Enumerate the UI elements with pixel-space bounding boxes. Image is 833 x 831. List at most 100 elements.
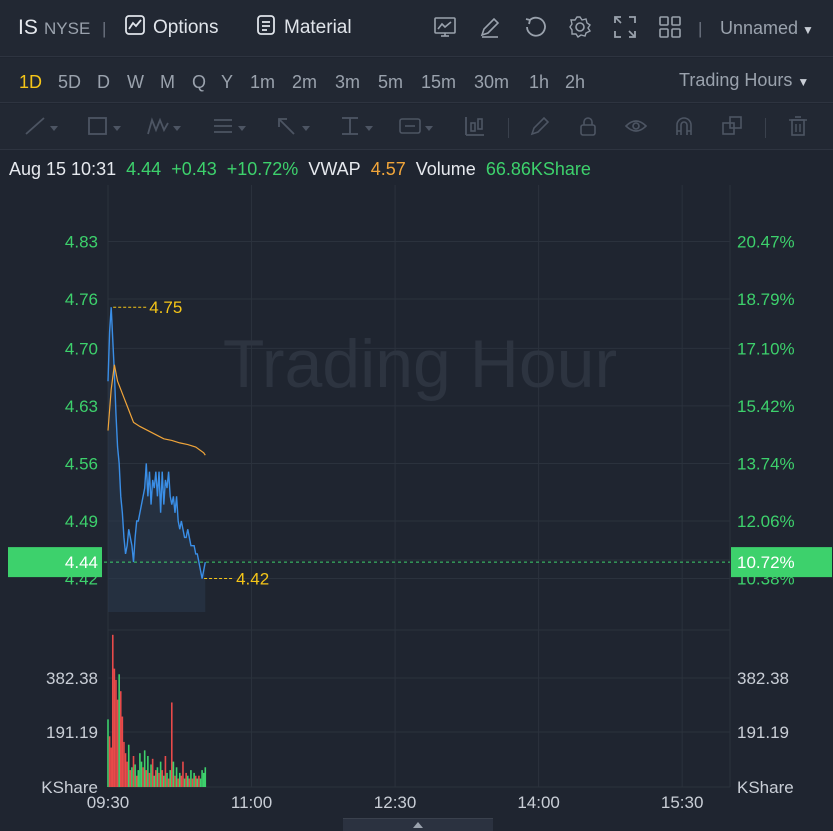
volume-bar — [196, 778, 199, 787]
volume-unit-right: KShare — [737, 778, 794, 797]
high-marker-label: 4.75 — [149, 298, 182, 317]
period-15m[interactable]: 15m — [421, 72, 457, 92]
volume-bar — [108, 736, 111, 787]
pen-icon — [528, 115, 552, 142]
percent-tick-label: 20.47% — [737, 232, 795, 251]
fullscreen-icon[interactable] — [612, 14, 638, 40]
price-label-tool[interactable] — [398, 116, 433, 140]
volume-bar — [169, 770, 171, 787]
exchange-label: NYSE — [44, 19, 91, 38]
period-5d[interactable]: 5D — [58, 72, 82, 92]
volume-bar — [142, 767, 144, 787]
session-label: Trading Hours — [679, 70, 793, 90]
period-q[interactable]: Q — [192, 72, 207, 92]
volume-bar — [118, 674, 120, 787]
volume-bar — [170, 702, 173, 787]
copy-tool[interactable] — [720, 115, 744, 140]
caret-down-icon — [50, 125, 58, 131]
chart-template-icon[interactable] — [432, 14, 458, 40]
volume-bar — [199, 778, 202, 787]
trend-line-icon — [23, 115, 47, 142]
period-3m[interactable]: 3m — [335, 72, 361, 92]
time-tick-label: 11:00 — [231, 793, 272, 812]
rectangle-tool[interactable] — [86, 116, 121, 140]
period-2m[interactable]: 2m — [292, 72, 318, 92]
volume-bar — [116, 699, 119, 787]
volume-bar — [115, 679, 117, 787]
volume-bar — [107, 719, 109, 787]
pen-tool[interactable] — [528, 116, 552, 140]
period-1h[interactable]: 1h — [529, 72, 550, 92]
layout-name-label: Unnamed — [720, 18, 799, 38]
price-line — [107, 307, 206, 579]
price-range-tool[interactable] — [338, 116, 373, 140]
intraday-chart[interactable]: Trading Hour 4.83 4.76 4.70 4.63 4.56 4.49 4.4… — [0, 185, 833, 818]
layout-selector[interactable]: Unnamed ▼ — [720, 18, 814, 39]
volume-bar — [183, 778, 186, 787]
volume-bar — [143, 750, 146, 787]
reset-icon[interactable] — [522, 14, 548, 40]
chart-background — [0, 185, 833, 818]
volume-bar — [193, 772, 195, 787]
period-30m[interactable]: 30m — [474, 72, 510, 92]
period-2h[interactable]: 2h — [565, 72, 586, 92]
volume-bar — [186, 775, 189, 787]
caret-down-icon: ▼ — [802, 23, 814, 37]
volume-bar — [140, 761, 143, 787]
magnet-tool[interactable] — [672, 116, 696, 140]
arrow-tool[interactable] — [275, 116, 310, 140]
volume-bar — [134, 764, 136, 787]
trend-line-tool[interactable] — [23, 116, 58, 140]
pattern-tool[interactable] — [146, 116, 181, 140]
time-tick-label: 12:30 — [374, 793, 417, 812]
volume-bar — [131, 767, 133, 787]
caret-down-icon: ▼ — [797, 75, 810, 89]
quote-change-pct: +10.72% — [226, 159, 299, 179]
volume-bar — [148, 772, 151, 787]
period-1d[interactable]: 1D — [19, 72, 43, 92]
edit-icon[interactable] — [477, 14, 503, 40]
low-marker-label: 4.42 — [236, 570, 269, 589]
volume-bar — [188, 778, 191, 787]
delete-tool[interactable] — [786, 115, 810, 140]
options-button[interactable]: Options — [124, 14, 218, 42]
volume-value: 66.86KShare — [485, 159, 591, 179]
period-m[interactable]: M — [160, 72, 175, 92]
volume-bar — [161, 770, 164, 787]
period-d[interactable]: D — [97, 72, 110, 92]
volume-bar — [178, 772, 181, 787]
period-w[interactable]: W — [127, 72, 144, 92]
time-tick-label: 14:00 — [517, 793, 560, 812]
volume-bar — [201, 770, 203, 787]
visibility-tool[interactable] — [624, 116, 648, 140]
current-pct-label: 10.72% — [737, 553, 795, 572]
symbol-ticker[interactable]: IS — [18, 16, 38, 39]
period-5m[interactable]: 5m — [378, 72, 404, 92]
quote-info-line: Aug 15 10:31 4.44 +0.43 +10.72% VWAP 4.5… — [9, 159, 596, 180]
price-area-fill — [108, 307, 206, 612]
pattern-icon — [146, 115, 170, 142]
volume-bar — [202, 772, 205, 787]
period-1m[interactable]: 1m — [250, 72, 276, 92]
volume-bar — [172, 761, 175, 787]
current-price-label: 4.44 — [65, 553, 98, 572]
material-button[interactable]: Material — [255, 14, 352, 42]
session-selector[interactable]: Trading Hours ▼ — [679, 70, 809, 91]
panel-resize-handle[interactable] — [343, 818, 493, 831]
volume-bar — [180, 775, 183, 787]
indicator-icon — [463, 115, 487, 142]
material-label: Material — [284, 17, 352, 38]
percent-tick-label: 18.79% — [737, 290, 795, 309]
fib-tool[interactable] — [211, 116, 246, 140]
period-y[interactable]: Y — [221, 72, 234, 92]
lock-tool[interactable] — [576, 116, 600, 140]
settings-icon[interactable] — [567, 14, 593, 40]
price-area — [108, 307, 206, 612]
options-label: Options — [153, 17, 219, 38]
volume-bar — [127, 744, 130, 787]
indicator-tool[interactable] — [463, 116, 487, 140]
layout-grid-icon[interactable] — [657, 14, 683, 40]
fib-icon — [211, 115, 235, 142]
caret-down-icon — [238, 125, 246, 131]
volume-bar — [124, 753, 127, 787]
